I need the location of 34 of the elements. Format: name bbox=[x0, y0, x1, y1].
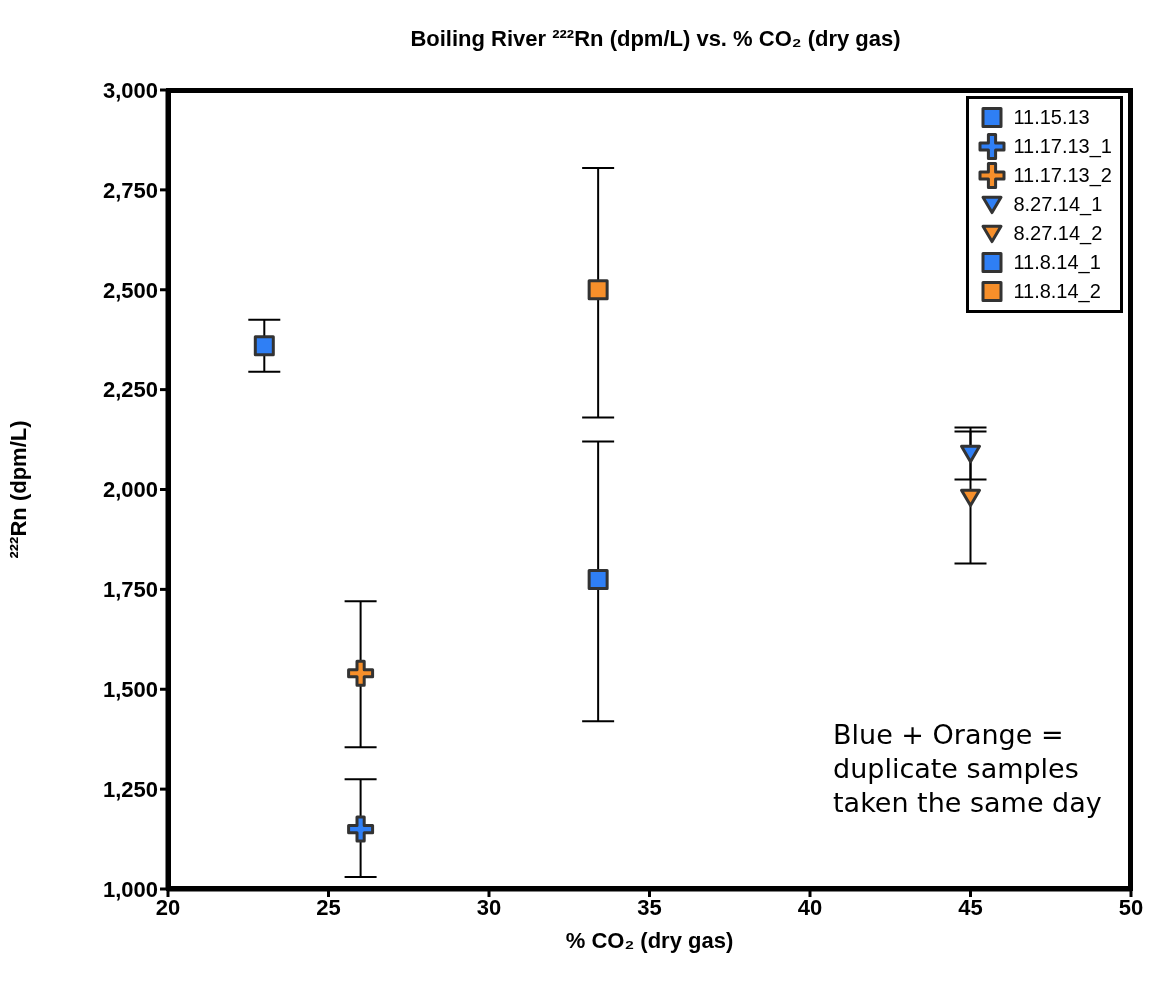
x-tick-label: 25 bbox=[316, 894, 341, 920]
point bbox=[587, 568, 609, 590]
y-tick-label: 1,500 bbox=[102, 677, 158, 703]
point bbox=[347, 815, 375, 843]
y-tick-label: 2,250 bbox=[102, 377, 158, 403]
point bbox=[253, 335, 275, 357]
annotation: Blue + Orange = duplicate samples taken the same day bbox=[833, 718, 1103, 820]
point bbox=[347, 659, 375, 687]
y-tick-label: 2,750 bbox=[102, 177, 158, 203]
y-tick-label: 1,000 bbox=[102, 876, 158, 902]
legend-label: 11.8.14_1 bbox=[1013, 251, 1101, 274]
legend-label: 11.15.13 bbox=[1013, 106, 1090, 129]
legend-label: 11.17.13_1 bbox=[1013, 135, 1112, 158]
point bbox=[960, 444, 981, 464]
x-tick-label: 40 bbox=[797, 894, 823, 920]
legend-label: 8.27.14_2 bbox=[1013, 222, 1103, 245]
y-tick-label: 1,250 bbox=[102, 776, 158, 802]
y-axis-title: ²²²Rn (dpm/L) bbox=[5, 420, 31, 559]
y-tick-label: 1,750 bbox=[102, 577, 158, 603]
x-tick-label: 50 bbox=[1118, 894, 1144, 920]
point bbox=[587, 279, 609, 301]
legend-label: 8.27.14_1 bbox=[1013, 193, 1103, 216]
y-tick-label: 3,000 bbox=[102, 77, 158, 103]
x-tick-label: 20 bbox=[155, 894, 181, 920]
point bbox=[960, 488, 981, 508]
y-tick-label: 2,500 bbox=[102, 277, 158, 303]
x-tick-label: 45 bbox=[958, 894, 983, 920]
x-axis-title: % CO₂ (dry gas) bbox=[565, 928, 734, 953]
x-tick-label: 30 bbox=[476, 894, 502, 920]
legend-label: 11.17.13_2 bbox=[1013, 164, 1112, 187]
chart-title: Boiling River ²²²Rn (dpm/L) vs. % CO₂ (dry gas) bbox=[409, 26, 902, 52]
y-tick-label: 2,000 bbox=[102, 477, 158, 503]
x-tick-label: 35 bbox=[637, 894, 662, 920]
legend-label: 11.8.14_2 bbox=[1013, 280, 1101, 303]
